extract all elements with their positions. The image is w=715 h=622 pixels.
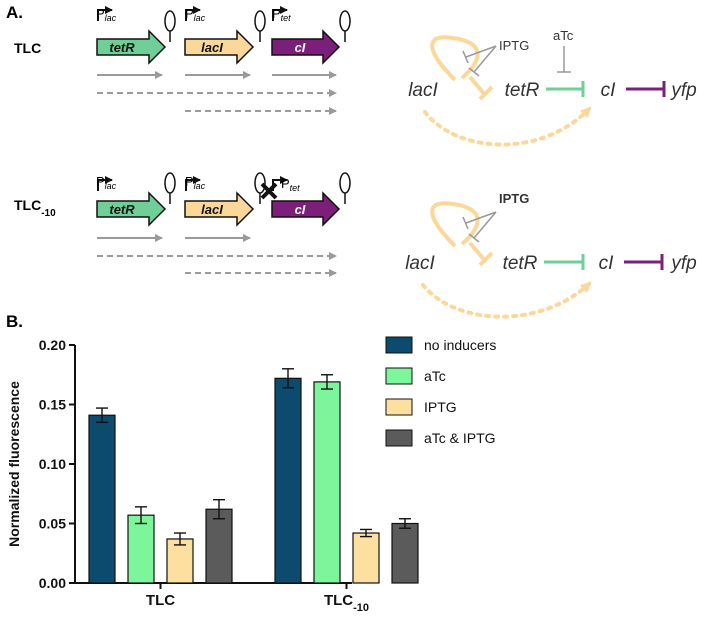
terminator-icon [254,10,266,32]
repression-bar [478,251,494,267]
gene-ci: Ptet cI [271,6,351,65]
error-bar [321,374,333,390]
legend-swatch [385,429,413,447]
gene-ci: Ptet cI [260,172,351,227]
bar-atc [313,381,341,584]
deleted-promoter-icon [260,182,278,200]
promoter-label: Plac [185,6,206,23]
error-bar [213,499,225,520]
promoter-label: Plac [96,6,117,23]
node-yfp: yfp [669,253,696,274]
promoter-label: Ptet [281,176,300,193]
laci-self-repression-loop [430,35,480,82]
x-tick-label: TLC-10 [324,592,369,614]
legend-item: aTc [385,367,446,385]
gene-arrow [96,191,167,227]
construct-tlc-10-label: TLC-10 [14,197,56,219]
legend-swatch [385,336,413,354]
inducer-iptg: IPTG [499,191,529,206]
bar-no-inducers [274,377,302,584]
gene-arrow [271,29,341,65]
inducer-iptg: IPTG [499,38,529,53]
error-bar [360,528,372,538]
terminator-icon [339,10,351,32]
y-tick-label: 0.00 [39,575,66,591]
x-tick-label: TLC [146,592,175,609]
legend-label: aTc [424,368,446,384]
gene-arrow [271,191,341,227]
promoter-label: Plac [185,174,206,191]
bar-atc-iptg [391,522,419,584]
construct-tlc: TLC Plac tetR Plac lacI Ptet cI [14,6,697,147]
gene-label: lacI [201,40,223,55]
legend-swatch [385,398,413,416]
gene-tetr: Plac tetR [96,172,176,227]
bar-no-inducers [88,414,116,584]
legend-item: IPTG [385,398,457,416]
gene-laci: Plac lacI [184,6,266,65]
promoter-label: Ptet [272,6,291,23]
repression-arc [468,75,488,98]
node-yfp: yfp [669,80,696,101]
circuit-tlc: lacI tetR cI yfp IPTG aTc [408,28,697,147]
gene-label: cI [295,202,306,217]
legend-item: no inducers [385,336,496,354]
y-tick-label: 0.10 [39,456,66,472]
promoter-label: Plac [96,174,117,191]
terminator-icon [254,172,266,194]
gene-tetr: Plac tetR [96,6,176,65]
terminator-icon [164,172,176,194]
laci-self-repression-loop [430,201,480,248]
bar-chart: 0.00 0.05 0.10 0.15 0.20 Normalized fluoresce… [6,337,419,614]
legend-label: IPTG [424,399,457,415]
legend-swatch [385,367,413,385]
error-bar [399,518,411,529]
repression-bar [478,85,494,101]
bar-atc [127,514,155,584]
error-bar [96,407,108,424]
error-bar [135,506,147,525]
y-tick-label: 0.05 [39,516,66,532]
laci-activates-ci-indirect [423,106,592,147]
gene-label: cI [295,40,306,55]
construct-tlc-label: TLC [14,40,41,56]
node-ci: cI [599,253,615,274]
panel-a-label: A. [6,3,23,22]
y-tick-label: 0.15 [39,397,66,413]
legend-label: aTc & IPTG [424,430,496,446]
node-ci: cI [601,80,617,101]
panel-b-label: B. [6,312,23,331]
gene-label: lacI [201,202,223,217]
node-tetr: tetR [505,80,540,101]
node-laci: lacI [405,253,435,274]
laci-activates-ci-indirect [421,281,592,319]
gene-label: tetR [109,202,135,217]
gene-arrow [184,191,255,227]
construct-tlc-10: TLC-10 Plac tetR Plac lacI Ptet cI [14,172,697,319]
legend-label: no inducers [424,337,496,353]
node-tetr: tetR [503,253,538,274]
circuit-tlc-10: lacI tetR cI yfp IPTG [405,191,697,319]
y-tick-label: 0.20 [39,337,66,353]
gene-label: tetR [109,40,135,55]
node-laci: lacI [408,80,438,101]
error-bar [282,368,294,389]
bar-iptg [352,532,380,584]
repression-arc [468,241,488,264]
y-axis-label: Normalized fluorescence [6,381,22,547]
terminator-icon [164,10,176,32]
bar-atc-iptg [205,508,233,584]
gene-arrow [184,29,255,65]
chart-legend: no inducers aTc IPTG aTc & IPTG [385,336,496,447]
terminator-icon [339,172,351,194]
bar-iptg [166,538,194,584]
inducer-atc: aTc [553,28,574,43]
gene-arrow [96,29,167,65]
legend-item: aTc & IPTG [385,429,496,447]
error-bar [174,532,186,546]
gene-laci: Plac lacI [184,172,266,227]
